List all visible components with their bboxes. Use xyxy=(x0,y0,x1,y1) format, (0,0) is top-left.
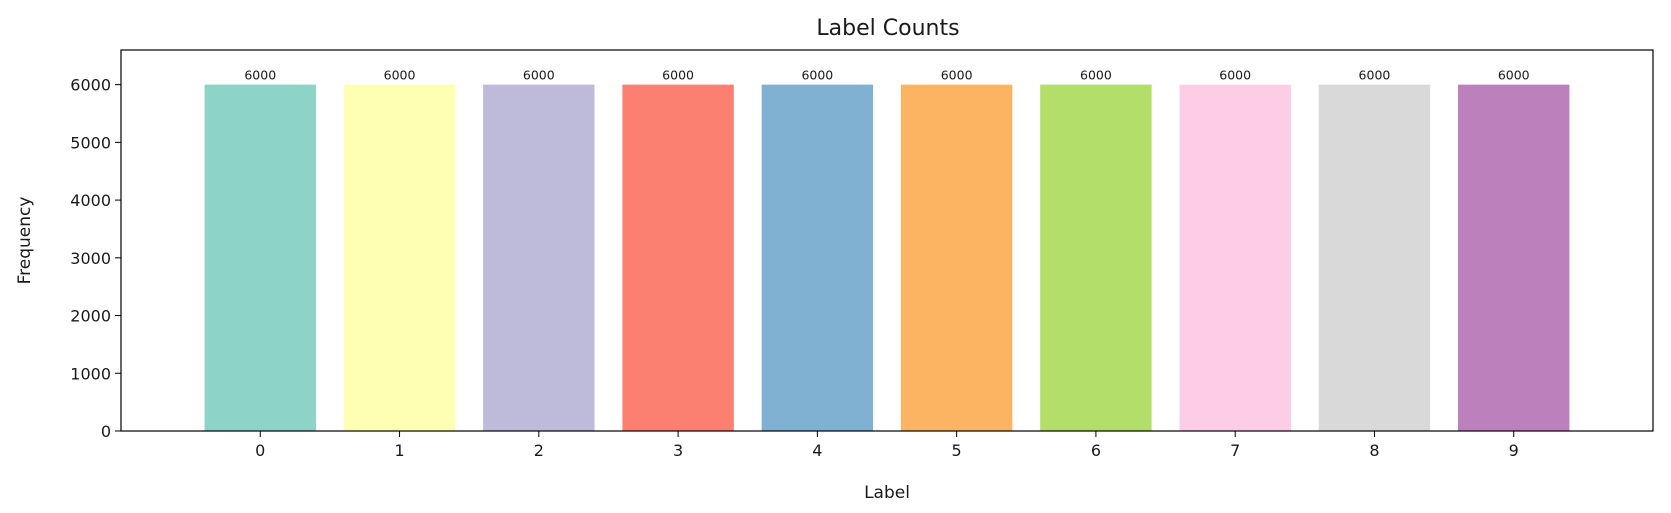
bars-layer: 6000 6000 6000 6000 6000 6000 6000 6000 6000 6000 xyxy=(204,68,1570,432)
x-tick-label-5: 5 xyxy=(952,441,962,460)
y-tick-label-6000: 6000 xyxy=(70,76,111,95)
y-tick-label-4000: 4000 xyxy=(70,191,111,210)
chart-title: Label Counts xyxy=(816,16,959,41)
bar-0 xyxy=(204,84,316,432)
x-tick-label-4: 4 xyxy=(812,441,822,460)
bar-value-label-0: 6000 xyxy=(244,68,276,83)
bar-value-label-4: 6000 xyxy=(801,68,833,83)
bar-3 xyxy=(622,84,734,432)
y-tick-label-0: 0 xyxy=(101,422,111,441)
bar-2 xyxy=(483,84,595,432)
x-tick-label-9: 9 xyxy=(1509,441,1519,460)
bar-9 xyxy=(1458,84,1570,432)
x-tick-label-0: 0 xyxy=(255,441,265,460)
y-tick-label-1000: 1000 xyxy=(70,364,111,383)
bar-value-label-8: 6000 xyxy=(1359,68,1391,83)
x-tick-label-1: 1 xyxy=(394,441,404,460)
x-tick-label-3: 3 xyxy=(673,441,683,460)
bar-6 xyxy=(1040,84,1152,432)
bar-value-label-1: 6000 xyxy=(384,68,416,83)
bar-8 xyxy=(1318,84,1431,432)
bar-value-label-7: 6000 xyxy=(1219,68,1251,83)
y-tick-label-2000: 2000 xyxy=(70,307,111,326)
bar-7 xyxy=(1179,84,1291,432)
bar-4 xyxy=(761,84,874,432)
bar-1 xyxy=(343,84,456,432)
bar-value-label-6: 6000 xyxy=(1080,68,1112,83)
y-tick-label-5000: 5000 xyxy=(70,133,111,152)
x-tick-label-8: 8 xyxy=(1369,441,1379,460)
bar-5 xyxy=(900,84,1013,432)
ticks-layer: 0 1 2 3 4 5 6 7 8 9 0 1000 2000 3000 4000 5000 6000 xyxy=(70,76,1519,460)
bar-value-label-9: 6000 xyxy=(1498,68,1530,83)
y-axis-label: Frequency xyxy=(15,197,35,285)
bar-value-label-3: 6000 xyxy=(662,68,694,83)
x-tick-label-2: 2 xyxy=(534,441,544,460)
bar-value-label-2: 6000 xyxy=(523,68,555,83)
x-tick-label-7: 7 xyxy=(1230,441,1240,460)
y-tick-label-3000: 3000 xyxy=(70,249,111,268)
plot-area-frame xyxy=(120,49,1654,432)
x-axis-label: Label xyxy=(864,483,910,503)
x-tick-label-6: 6 xyxy=(1091,441,1101,460)
bar-value-label-5: 6000 xyxy=(941,68,973,83)
